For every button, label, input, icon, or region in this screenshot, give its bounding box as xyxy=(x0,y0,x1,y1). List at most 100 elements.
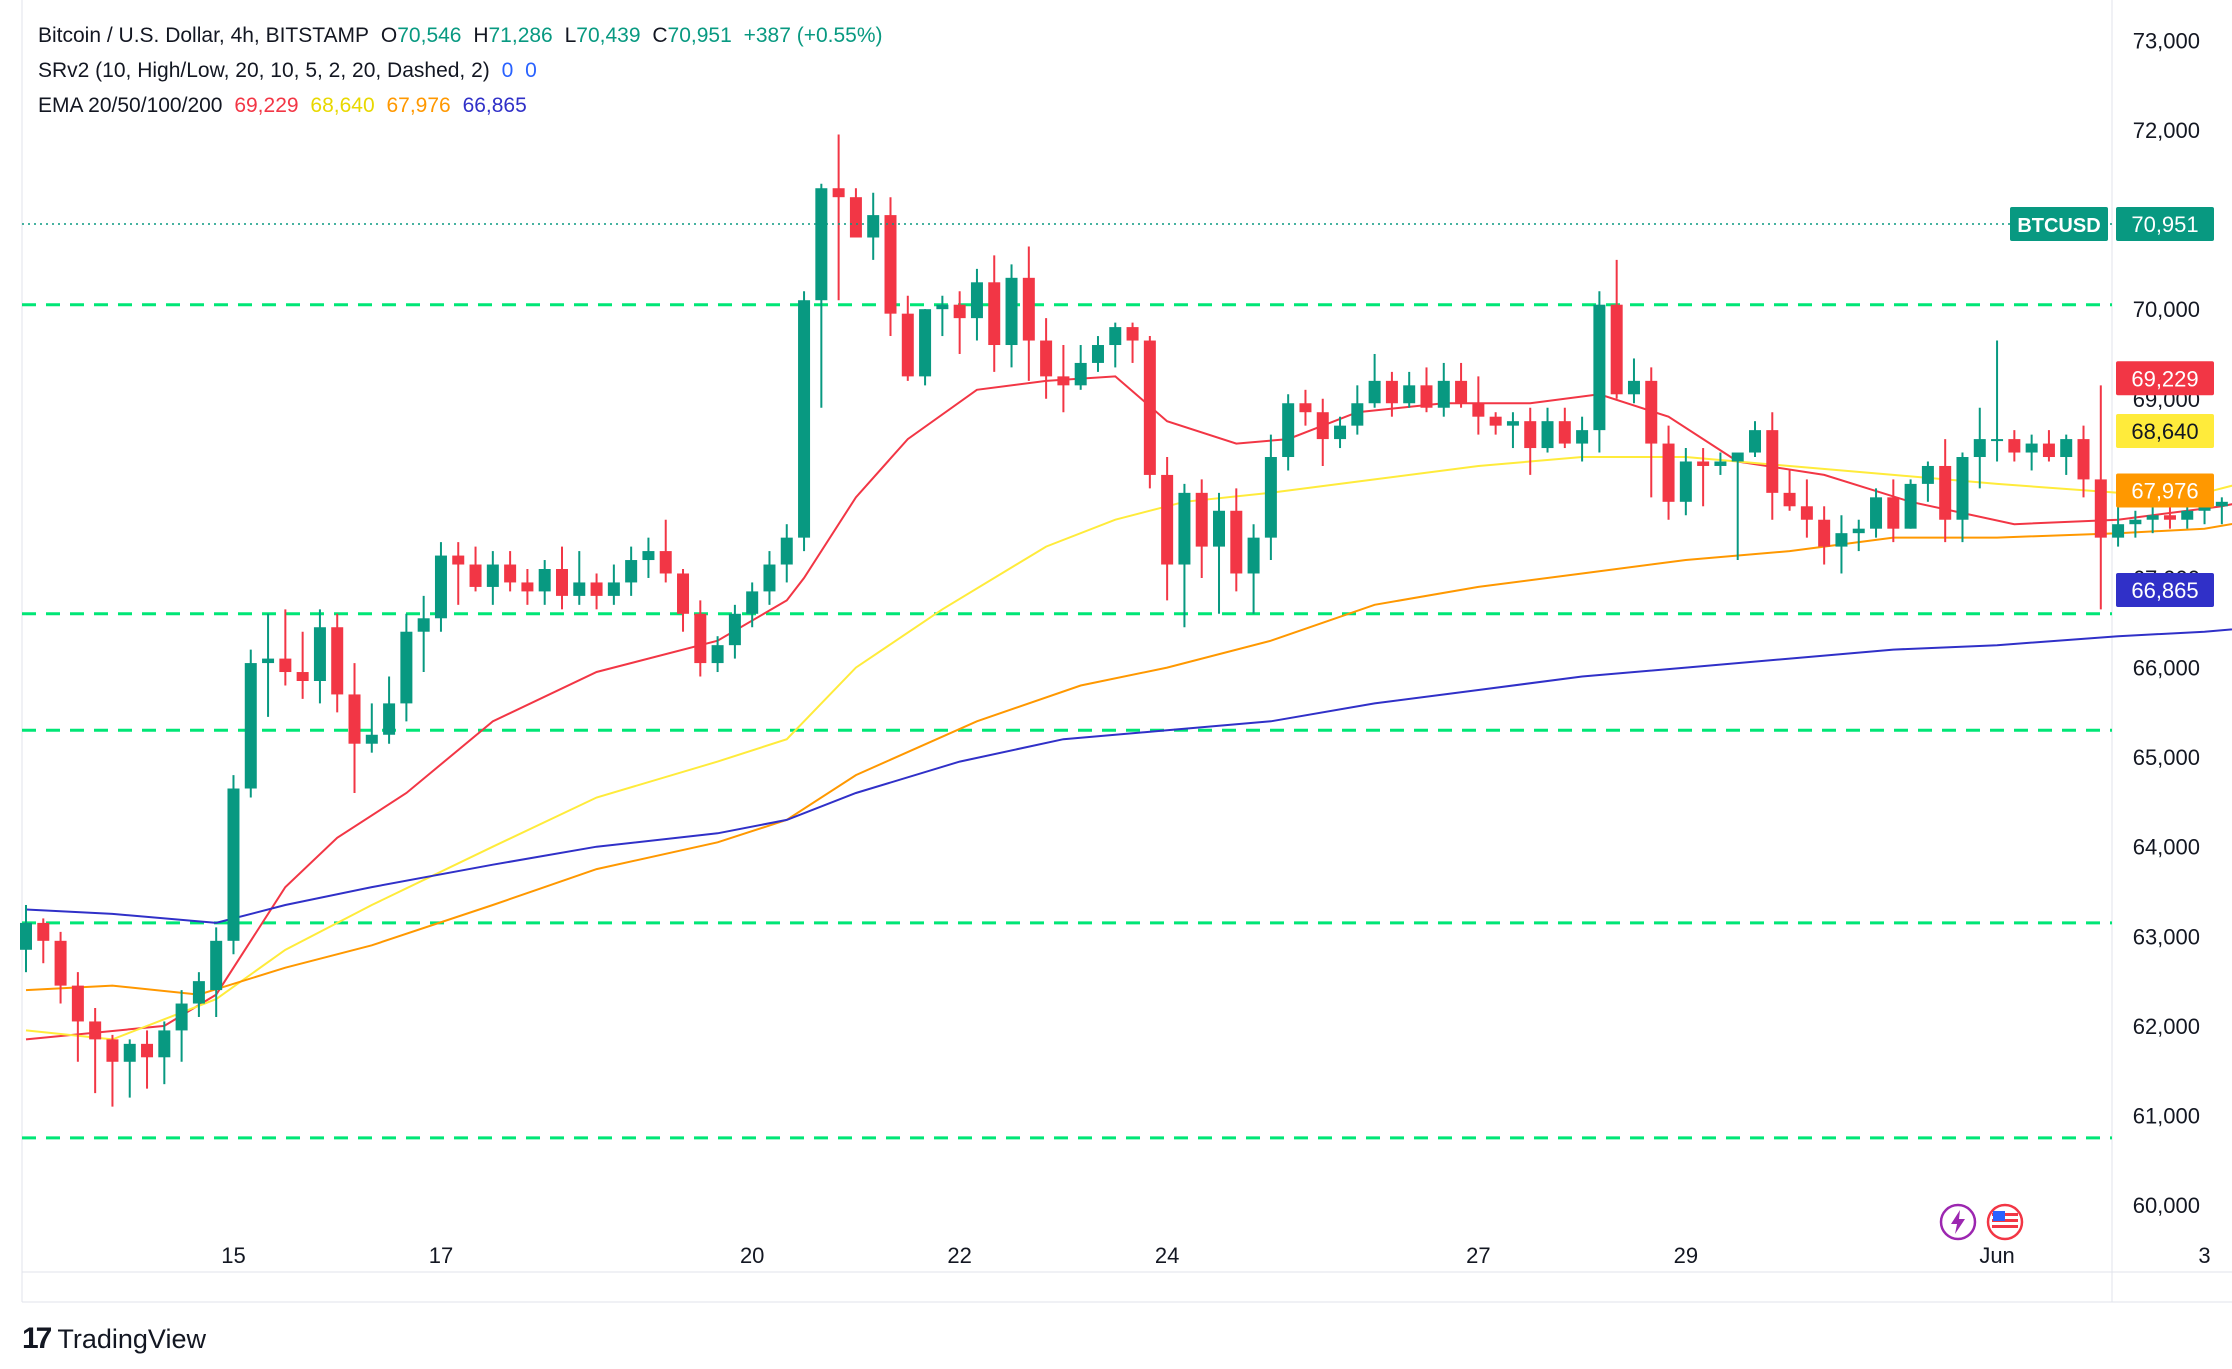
candle-body-35 xyxy=(625,560,638,583)
y-tick-label: 60,000 xyxy=(2133,1193,2200,1218)
candle-body-24 xyxy=(434,555,447,619)
low-value: 70,439 xyxy=(576,24,641,47)
candle-body-11 xyxy=(210,940,223,991)
y-tick-label: 73,000 xyxy=(2133,28,2200,53)
candle-body-58 xyxy=(1022,277,1035,341)
candle-body-7 xyxy=(141,1043,154,1058)
candle-body-32 xyxy=(573,582,586,596)
ema20-value: 69,229 xyxy=(234,94,299,117)
candle-body-79 xyxy=(1385,380,1398,404)
candle-body-61 xyxy=(1074,362,1087,386)
symbol-title[interactable]: Bitcoin / U.S. Dollar, 4h, BITSTAMP xyxy=(38,24,370,47)
candle-body-15 xyxy=(279,658,292,673)
candle-body-5 xyxy=(106,1039,119,1062)
y-tick-label: 65,000 xyxy=(2133,745,2200,770)
srv2-label: SRv2 (10, High/Low, 20, 10, 5, 2, 20, Da… xyxy=(38,59,490,82)
candle-body-64 xyxy=(1126,327,1139,341)
candle-body-59 xyxy=(1040,340,1053,377)
candle-body-1 xyxy=(37,922,50,941)
candle-body-104 xyxy=(1818,519,1831,547)
srv2-row[interactable]: SRv2 (10, High/Low, 20, 10, 5, 2, 20, Da… xyxy=(38,53,889,88)
candle-body-113 xyxy=(1973,439,1986,458)
candle-body-22 xyxy=(400,631,413,704)
candle-body-84 xyxy=(1472,403,1485,417)
candle-body-67 xyxy=(1178,492,1191,565)
candle-body-65 xyxy=(1143,340,1156,475)
ema200-value: 66,865 xyxy=(462,94,527,117)
y-tick-label: 64,000 xyxy=(2133,835,2200,860)
candle-body-4 xyxy=(89,1021,102,1040)
lightning-icon[interactable] xyxy=(1939,1203,1977,1241)
candle-body-68 xyxy=(1195,492,1208,547)
open-value: 70,546 xyxy=(397,24,462,47)
candle-body-27 xyxy=(486,564,499,587)
x-tick-label: 17 xyxy=(429,1243,453,1268)
ema-tag-bg-0 xyxy=(2116,361,2214,396)
candle-body-8 xyxy=(158,1030,171,1058)
candle-body-37 xyxy=(659,551,672,574)
candle-body-53 xyxy=(936,304,949,310)
candle-body-125 xyxy=(2181,510,2194,520)
symbol-row: Bitcoin / U.S. Dollar, 4h, BITSTAMP O70,… xyxy=(38,18,889,53)
candle-body-13 xyxy=(244,663,257,789)
candle-body-107 xyxy=(1870,497,1883,529)
candle-body-26 xyxy=(469,564,482,587)
us-flag-icon[interactable] xyxy=(1986,1203,2024,1241)
candle-body-36 xyxy=(642,551,655,561)
candle-body-106 xyxy=(1852,528,1865,534)
candle-body-87 xyxy=(1524,421,1537,449)
candle-body-99 xyxy=(1731,452,1744,462)
y-tick-label: 63,000 xyxy=(2133,924,2200,949)
ema-tag-bg-1 xyxy=(2116,414,2214,449)
x-tick-label: 20 xyxy=(740,1243,764,1268)
candle-body-31 xyxy=(555,569,568,596)
candle-body-66 xyxy=(1161,474,1174,565)
candle-body-45 xyxy=(798,300,811,538)
ema-row[interactable]: EMA 20/50/100/200 69,229 68,640 67,976 6… xyxy=(38,88,889,123)
price-tag-bg xyxy=(2116,206,2214,241)
candle-body-10 xyxy=(192,981,205,1004)
tv-logo-icon: 17 xyxy=(22,1322,52,1355)
candle-body-72 xyxy=(1264,457,1277,538)
y-tick-label: 72,000 xyxy=(2133,118,2200,143)
candle-body-43 xyxy=(763,564,776,592)
y-tick-label: 62,000 xyxy=(2133,1014,2200,1039)
candle-body-91 xyxy=(1593,304,1606,431)
high-label: H xyxy=(473,24,489,47)
candle-body-77 xyxy=(1351,403,1364,426)
candle-body-119 xyxy=(2077,439,2090,480)
candle-body-46 xyxy=(815,188,828,301)
candle-body-54 xyxy=(953,304,966,319)
y-tick-label: 66,000 xyxy=(2133,656,2200,681)
candle-body-33 xyxy=(590,582,603,596)
x-tick-label: 22 xyxy=(947,1243,971,1268)
candle-body-121 xyxy=(2112,524,2125,538)
candle-body-23 xyxy=(417,618,430,632)
candle-body-41 xyxy=(728,613,741,646)
candle-body-18 xyxy=(331,627,344,695)
ema-tag-bg-3 xyxy=(2116,573,2214,608)
candle-body-123 xyxy=(2146,515,2159,520)
candle-body-70 xyxy=(1230,510,1243,574)
x-tick-label: 15 xyxy=(221,1243,245,1268)
open-label: O xyxy=(380,24,398,47)
candle-body-100 xyxy=(1749,430,1761,453)
candle-body-75 xyxy=(1316,412,1329,440)
candle-body-120 xyxy=(2094,479,2107,538)
candle-body-86 xyxy=(1506,421,1519,426)
close-label: C xyxy=(652,24,668,47)
candle-body-126 xyxy=(2198,506,2211,511)
candle-body-89 xyxy=(1558,421,1571,444)
candle-body-62 xyxy=(1091,345,1104,363)
y-tick-label: 70,000 xyxy=(2133,297,2200,322)
candle-body-14 xyxy=(262,658,275,664)
candle-body-21 xyxy=(383,703,396,735)
candle-body-112 xyxy=(1956,457,1969,520)
tradingview-logo[interactable]: 17 TradingView xyxy=(22,1322,206,1356)
candle-body-118 xyxy=(2060,439,2073,458)
candle-body-30 xyxy=(538,569,551,592)
candle-body-108 xyxy=(1887,497,1900,529)
candle-body-57 xyxy=(1005,277,1018,346)
